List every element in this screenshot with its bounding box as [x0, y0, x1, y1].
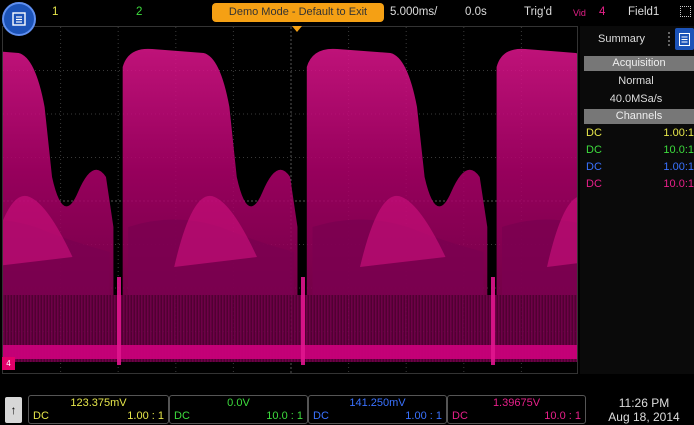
- channel-row-2[interactable]: DC 10.0:1: [584, 144, 694, 159]
- tab-summary[interactable]: Summary: [598, 33, 646, 45]
- channel-probe-ratio: 10.0:1: [663, 178, 694, 190]
- channel-offset: 141.250mV: [349, 397, 406, 409]
- channel-1-indicator[interactable]: 1: [52, 6, 59, 18]
- arrow-up-icon: ↑: [10, 403, 17, 417]
- acquisition-mode: Normal: [618, 75, 654, 87]
- clock-time: 11:26 PM: [618, 396, 670, 410]
- timebase-readout[interactable]: 5.000ms/: [390, 6, 438, 18]
- channel-row-1[interactable]: DC 1.00:1: [584, 127, 694, 142]
- channel-offset: 0.0V: [227, 397, 250, 409]
- bottom-channel-bar: [0, 376, 694, 425]
- panel-menu-button[interactable]: [675, 28, 694, 50]
- ch4-ground-marker[interactable]: 4: [2, 357, 15, 370]
- channel-probe-ratio: 1.00:1: [663, 161, 694, 173]
- list-icon: [679, 32, 690, 46]
- demo-mode-banner[interactable]: Demo Mode - Default to Exit: [212, 3, 384, 22]
- channel-coupling: DC: [174, 410, 190, 422]
- channels-header[interactable]: Channels: [584, 109, 694, 124]
- channel-offset: 1.39675V: [492, 397, 541, 409]
- trigger-status: Trig'd: [524, 6, 552, 18]
- channel-coupling: DC: [33, 410, 49, 422]
- trigger-source-channel[interactable]: 4: [599, 6, 606, 18]
- channel-4-box[interactable]: 1.39675V DC 10.0 : 1: [447, 395, 586, 424]
- summary-side-panel: Summary Acquisition Normal 40.0MSa/s Cha…: [580, 26, 694, 374]
- ch4-waveform-trace: [3, 48, 577, 365]
- trigger-position-marker[interactable]: [292, 26, 302, 32]
- channel-probe-ratio: 10.0:1: [663, 144, 694, 156]
- channel-coupling: DC: [586, 161, 602, 173]
- expand-button[interactable]: ↑: [5, 397, 22, 423]
- trigger-field[interactable]: Field1: [628, 6, 660, 18]
- trigger-source-prefix[interactable]: Vid: [573, 8, 586, 18]
- channel-coupling: DC: [452, 410, 468, 422]
- channel-offset: 123.375mV: [70, 397, 127, 409]
- waveform-svg: [3, 27, 577, 373]
- panel-grip-icon[interactable]: [668, 32, 674, 46]
- waveform-display[interactable]: [2, 26, 578, 374]
- acquisition-header[interactable]: Acquisition: [584, 56, 694, 71]
- channel-2-indicator[interactable]: 2: [136, 6, 143, 18]
- channel-probe-ratio: 1.00:1: [663, 127, 694, 139]
- channel-coupling: DC: [586, 144, 602, 156]
- delay-readout[interactable]: 0.0s: [465, 6, 487, 18]
- channel-coupling: DC: [586, 127, 602, 139]
- channel-probe-ratio: 10.0 : 1: [544, 410, 581, 422]
- channel-row-3[interactable]: DC 1.00:1: [584, 161, 694, 176]
- menu-icon: [12, 12, 26, 26]
- channel-2-box[interactable]: 0.0V DC 10.0 : 1: [169, 395, 308, 424]
- channel-1-box[interactable]: 123.375mV DC 1.00 : 1: [28, 395, 169, 424]
- channel-probe-ratio: 10.0 : 1: [266, 410, 303, 422]
- channel-probe-ratio: 1.00 : 1: [405, 410, 442, 422]
- clock-date: Aug 18, 2014: [608, 410, 680, 424]
- channel-row-4[interactable]: DC 10.0:1: [584, 178, 694, 193]
- channel-coupling: DC: [586, 178, 602, 190]
- top-status-bar: 1 2 Demo Mode - Default to Exit 5.000ms/…: [0, 0, 694, 26]
- main-menu-button[interactable]: [2, 2, 36, 36]
- trigger-edge-icon: [680, 6, 691, 17]
- channel-coupling: DC: [313, 410, 329, 422]
- channel-3-box[interactable]: 141.250mV DC 1.00 : 1: [308, 395, 447, 424]
- sample-rate: 40.0MSa/s: [609, 93, 663, 105]
- clock: 11:26 PM Aug 18, 2014: [596, 396, 692, 424]
- channel-probe-ratio: 1.00 : 1: [127, 410, 164, 422]
